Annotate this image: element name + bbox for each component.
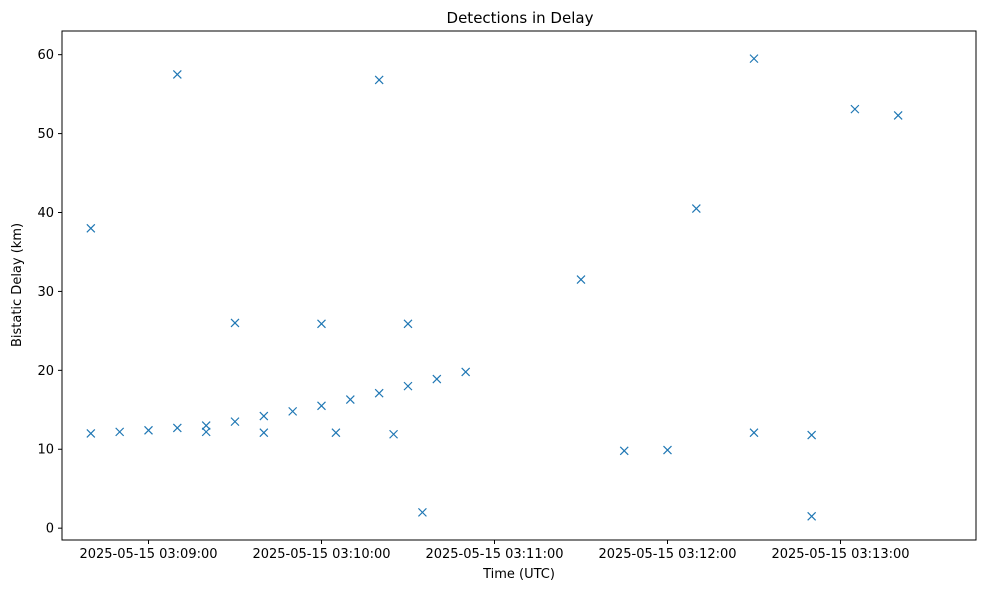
data-point [807, 511, 817, 521]
y-tick-label: 10 [37, 443, 54, 458]
data-point [374, 75, 384, 85]
plot-area [61, 30, 977, 541]
data-point [432, 374, 442, 384]
data-point [850, 104, 860, 114]
data-point [115, 427, 125, 437]
y-tick-label: 0 [46, 522, 54, 537]
data-point [893, 111, 903, 120]
data-point [230, 318, 240, 328]
data-point [374, 388, 384, 398]
data-point [749, 428, 759, 438]
data-point [331, 428, 341, 438]
x-tick-label: 2025-05-15 03:12:00 [598, 547, 736, 562]
data-point [461, 367, 471, 377]
x-tick-label: 2025-05-15 03:09:00 [79, 547, 217, 562]
y-tick-label: 20 [37, 364, 54, 379]
data-point [691, 204, 701, 213]
data-point [172, 69, 182, 79]
marker-layer [86, 54, 903, 521]
data-point [417, 507, 427, 517]
y-tick-label: 30 [37, 285, 54, 300]
data-point [749, 54, 759, 64]
y-tick-label: 60 [37, 48, 54, 63]
x-tick-label: 2025-05-15 03:11:00 [425, 547, 563, 562]
y-tick-label: 40 [37, 206, 54, 221]
data-point [201, 427, 211, 437]
data-point [403, 319, 413, 329]
data-point [317, 319, 326, 329]
data-point [288, 406, 298, 416]
data-point [663, 445, 672, 455]
y-axis-title: Bistatic Delay (km) [10, 223, 25, 347]
x-tick-label: 2025-05-15 03:13:00 [771, 547, 909, 562]
data-point [576, 275, 586, 285]
data-point [172, 423, 182, 433]
x-axis: 2025-05-15 03:09:00 2025-05-15 03:10:00 20… [79, 540, 910, 562]
data-point [259, 428, 269, 438]
y-axis: 0 10 20 30 40 50 60 [37, 48, 62, 537]
data-point [86, 429, 96, 438]
x-axis-title: Time (UTC) [482, 567, 555, 582]
data-point [619, 446, 629, 456]
data-point [86, 223, 96, 233]
chart-title: Detections in Delay [447, 9, 594, 27]
data-point [389, 429, 399, 439]
data-point [807, 430, 817, 440]
data-point [403, 381, 413, 391]
plot-frame [61, 30, 977, 541]
data-point [259, 411, 269, 421]
data-point [230, 417, 240, 427]
data-point [345, 395, 355, 404]
data-point [201, 421, 211, 430]
y-tick-label: 50 [37, 127, 54, 142]
data-point [144, 425, 153, 435]
data-point [317, 401, 326, 411]
x-tick-label: 2025-05-15 03:10:00 [252, 547, 390, 562]
